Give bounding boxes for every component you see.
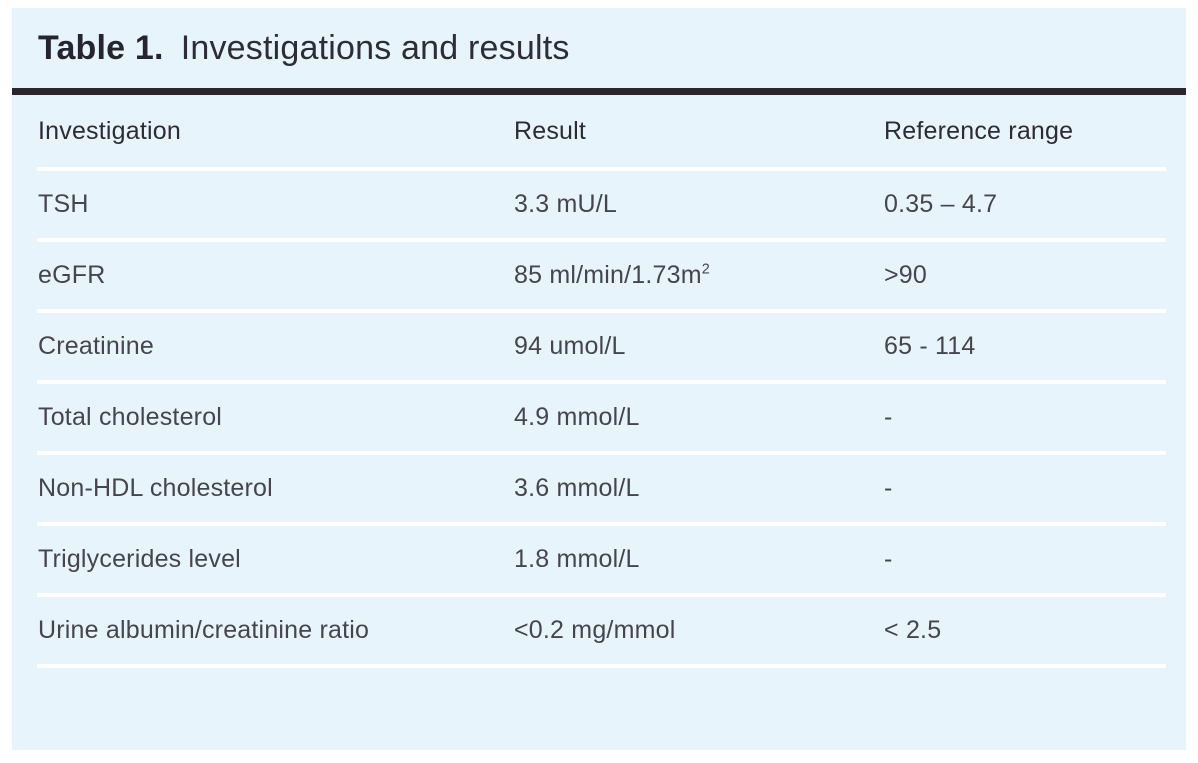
investigation-cell: Urine albumin/creatinine ratio (38, 616, 370, 644)
investigation-cell: TSH (38, 190, 89, 218)
table-row: eGFR 85 ml/min/1.73m2 >90 (37, 242, 1166, 313)
investigation-cell: eGFR (38, 261, 106, 289)
table-title-text: Investigations and results (180, 28, 570, 67)
column-header-reference-range: Reference range (884, 116, 1074, 145)
table-row: Creatinine 94 umol/L 65 - 114 (37, 313, 1166, 384)
title-divider-rule (12, 88, 1186, 95)
investigation-cell: Total cholesterol (38, 403, 223, 431)
result-value: 85 ml/min/1.73m (514, 261, 702, 289)
column-header-result: Result (514, 116, 587, 145)
reference-cell: - (884, 474, 893, 502)
superscript: 2 (701, 261, 711, 278)
reference-cell: 0.35 – 4.7 (884, 190, 998, 218)
result-cell: 94 umol/L (514, 332, 626, 360)
table-row: Non-HDL cholesterol 3.6 mmol/L - (37, 455, 1166, 526)
table-header-row: Investigation Result Reference range (37, 95, 1166, 171)
column-header-investigation: Investigation (38, 116, 181, 145)
table-title: Table 1. Investigations and results (12, 8, 1186, 88)
reference-cell: < 2.5 (884, 616, 942, 644)
result-cell: 85 ml/min/1.73m2 (514, 261, 884, 290)
table-row: Triglycerides level 1.8 mmol/L - (37, 526, 1166, 597)
table-row: TSH 3.3 mU/L 0.35 – 4.7 (37, 171, 1166, 242)
result-cell: <0.2 mg/mmol (514, 616, 676, 644)
investigation-cell: Creatinine (38, 332, 154, 360)
investigation-cell: Non-HDL cholesterol (38, 474, 273, 502)
table-panel: Table 1. Investigations and results Inve… (12, 8, 1186, 750)
result-cell: 4.9 mmol/L (514, 403, 640, 431)
reference-cell: - (884, 403, 893, 431)
reference-cell: 65 - 114 (884, 332, 976, 360)
reference-cell: - (884, 545, 893, 573)
table-row: Total cholesterol 4.9 mmol/L - (37, 384, 1166, 455)
results-table: Investigation Result Reference range TSH… (37, 95, 1166, 668)
reference-cell: >90 (884, 261, 928, 289)
table-number-label: Table 1. (38, 28, 164, 67)
table-row: Urine albumin/creatinine ratio <0.2 mg/m… (37, 597, 1166, 668)
result-cell: 3.6 mmol/L (514, 474, 640, 502)
result-cell: 1.8 mmol/L (514, 545, 640, 573)
result-cell: 3.3 mU/L (514, 190, 618, 218)
investigation-cell: Triglycerides level (38, 545, 241, 573)
